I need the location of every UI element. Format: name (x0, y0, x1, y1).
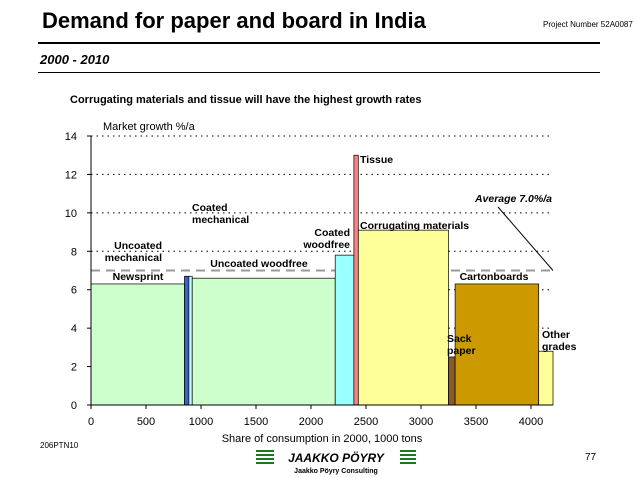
bar-label: Corrugating materials (360, 220, 469, 232)
bar-other-grades (538, 350, 554, 406)
x-tick-label: 0 (88, 416, 94, 428)
bar-coated-woodfree (334, 254, 355, 406)
bar-uncoated-woodfree (191, 277, 336, 406)
bar-label-line: Coated (314, 227, 350, 239)
y-tick-label: 8 (71, 246, 77, 258)
bar-label: Sack paper (447, 333, 476, 357)
bar-corrugating-materials (357, 229, 449, 406)
logo-stripes (256, 450, 416, 464)
y-tick-label: 12 (65, 169, 77, 181)
bar-label-line: paper (447, 345, 476, 357)
y-axis-label: Market growth %/a (103, 121, 196, 133)
bar-label-line: Uncoated (114, 240, 162, 252)
bar-label: Newsprint (113, 271, 164, 283)
y-tick-label: 2 (71, 362, 77, 374)
bar-label-line: Sack (447, 333, 472, 345)
company-logo: JAAKKO PÖYRY Jaakko Pöyry Consulting (256, 450, 416, 475)
x-axis-label: Share of consumption in 2000, 1000 tons (222, 433, 423, 445)
y-tick-label: 0 (71, 400, 77, 412)
bar-label-line: Corrugating materials (360, 220, 469, 232)
x-tick-label: 2000 (299, 416, 323, 428)
bar-tissue (353, 154, 359, 406)
x-tick-label: 3000 (409, 416, 433, 428)
chart-title: Corrugating materials and tissue will ha… (70, 94, 422, 106)
bar-uncoated-mechanical (184, 275, 190, 406)
x-tick-label: 4000 (519, 416, 543, 428)
y-tick-label: 6 (71, 285, 77, 297)
bar-coated-mechanical (188, 275, 193, 406)
period-divider (38, 72, 600, 73)
y-tick-label: 14 (65, 131, 77, 143)
bar-label-line: woodfree (302, 239, 350, 251)
bar-cartonboards (454, 283, 540, 406)
bar-label-line: mechanical (105, 252, 162, 264)
bar-label: Cartonboards (460, 271, 529, 283)
x-tick-label: 2500 (354, 416, 378, 428)
bar-label: Other grades (542, 329, 577, 353)
bar-label-line: Uncoated woodfree (210, 258, 308, 270)
logo-subtext: Jaakko Pöyry Consulting (294, 468, 378, 475)
bar-label-line: Newsprint (113, 271, 164, 283)
bar-label: Coated mechanical (192, 202, 249, 226)
bar-label: Tissue (360, 154, 393, 166)
logo-text: JAAKKO PÖYRY (288, 450, 385, 465)
bar-label-line: Coated (192, 202, 228, 214)
bar-label-line: grades (542, 341, 577, 353)
project-number: Project Number 52A0087 (543, 20, 633, 29)
title-divider (38, 42, 600, 44)
period-label: 2000 - 2010 (40, 52, 110, 67)
average-pointer (497, 206, 554, 271)
bar-sack-paper (448, 356, 456, 406)
page-title: Demand for paper and board in India (42, 8, 426, 33)
x-tick-label: 1500 (244, 416, 268, 428)
bar-newsprint (90, 283, 185, 406)
bar-label-line: Tissue (360, 154, 393, 166)
page-number: 77 (585, 452, 597, 463)
bar-label: Uncoated mechanical (105, 240, 162, 264)
x-tick-label: 500 (137, 416, 155, 428)
bar-label-line: Cartonboards (460, 271, 529, 283)
bar-label-line: Other (542, 329, 570, 341)
document-code: 206PTN10 (40, 441, 79, 450)
average-label: Average 7.0%/a (474, 193, 552, 205)
bar-label-line: mechanical (192, 214, 249, 226)
x-tick-label: 3500 (464, 416, 488, 428)
x-tick-label: 1000 (189, 416, 213, 428)
bar-label: Coated woodfree (302, 227, 350, 251)
bar-label: Uncoated woodfree (210, 258, 308, 270)
y-tick-label: 10 (65, 208, 77, 220)
y-tick-label: 4 (71, 323, 77, 335)
